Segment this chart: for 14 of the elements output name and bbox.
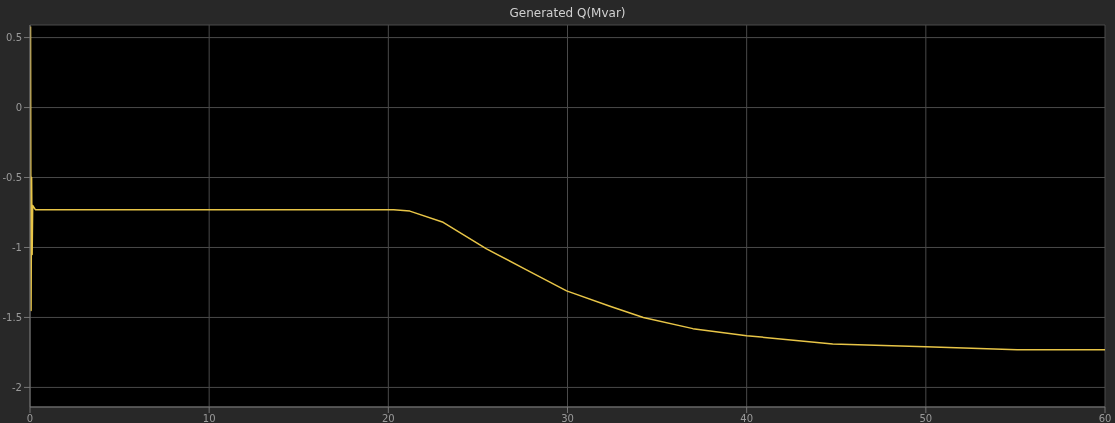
x-tick-label: 0 bbox=[26, 413, 34, 423]
y-tick-label: 0 bbox=[15, 102, 22, 114]
x-tick-label: 30 bbox=[561, 413, 574, 423]
y-tick-label: -1 bbox=[12, 242, 22, 254]
x-tick-label: 40 bbox=[740, 413, 754, 423]
x-tick-label: 10 bbox=[202, 413, 216, 423]
chart-title: Generated Q(Mvar) bbox=[508, 5, 627, 22]
y-tick-label: 0.5 bbox=[6, 32, 22, 44]
y-tick-label: -0.5 bbox=[2, 172, 22, 184]
y-tick-label: -1.5 bbox=[2, 312, 22, 323]
x-tick-label: 20 bbox=[381, 413, 395, 423]
x-tick-label: 50 bbox=[919, 413, 933, 423]
x-tick-label: 60 bbox=[1098, 413, 1112, 423]
y-tick-label: -2 bbox=[12, 381, 22, 393]
